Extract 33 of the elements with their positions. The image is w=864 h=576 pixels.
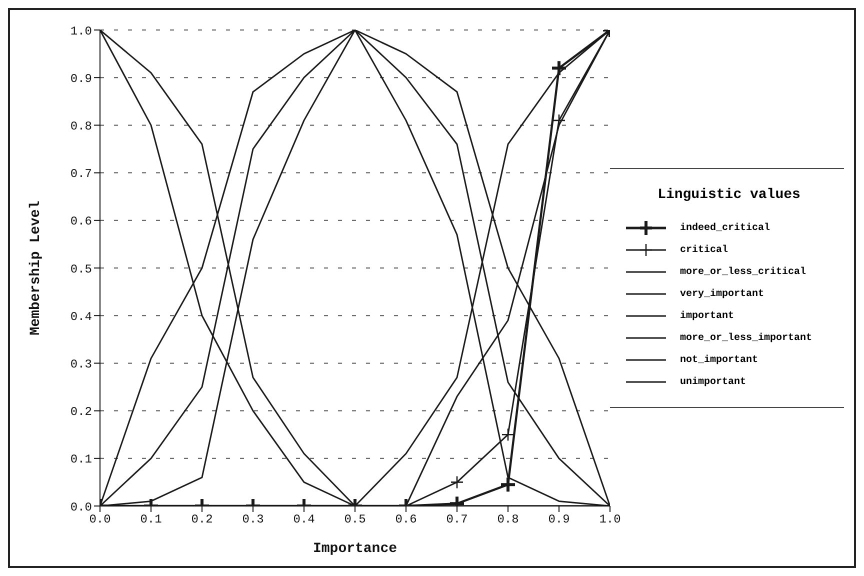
y-tick-label: 0.9 [70,72,92,86]
x-tick-label: 0.9 [548,512,570,527]
legend-label: unimportant [680,376,746,388]
y-axis-title: Membership Level [28,200,44,336]
y-tick-label: 0.7 [70,167,92,182]
legend-label: more_or_less_important [680,332,812,344]
y-tick-label: 0.5 [70,262,92,276]
y-tick-label: 0.2 [70,405,92,420]
legend-title: Linguistic values [656,187,802,203]
legend-label: more_or_less_critical [680,266,806,278]
legend-label: important [680,310,734,322]
x-tick-label: 0.3 [242,512,264,527]
legend-label: critical [680,244,728,256]
y-tick-label: 0.6 [70,214,92,229]
x-tick-label: 1.0 [599,512,621,527]
y-tick-label: 0.1 [70,452,92,467]
x-tick-label: 0.0 [89,512,111,527]
y-tick-label: 0.8 [70,119,92,134]
x-tick-label: 0.1 [140,512,162,527]
x-axis-title: Importance [312,541,398,557]
x-tick-label: 0.5 [344,512,366,527]
legend-label: indeed_critical [680,222,770,234]
x-tick-label: 0.8 [497,512,519,527]
legend-label: not_important [680,354,758,366]
legend-label: very_important [680,288,764,300]
y-tick-label: 0.0 [70,500,92,514]
y-tick-label: 0.4 [70,310,92,324]
y-tick-label: 1.0 [70,24,92,38]
x-tick-label: 0.4 [293,512,315,527]
x-tick-label: 0.6 [395,512,417,527]
y-tick-label: 0.3 [70,357,92,372]
x-tick-label: 0.7 [446,512,468,527]
x-tick-label: 0.2 [191,512,213,527]
